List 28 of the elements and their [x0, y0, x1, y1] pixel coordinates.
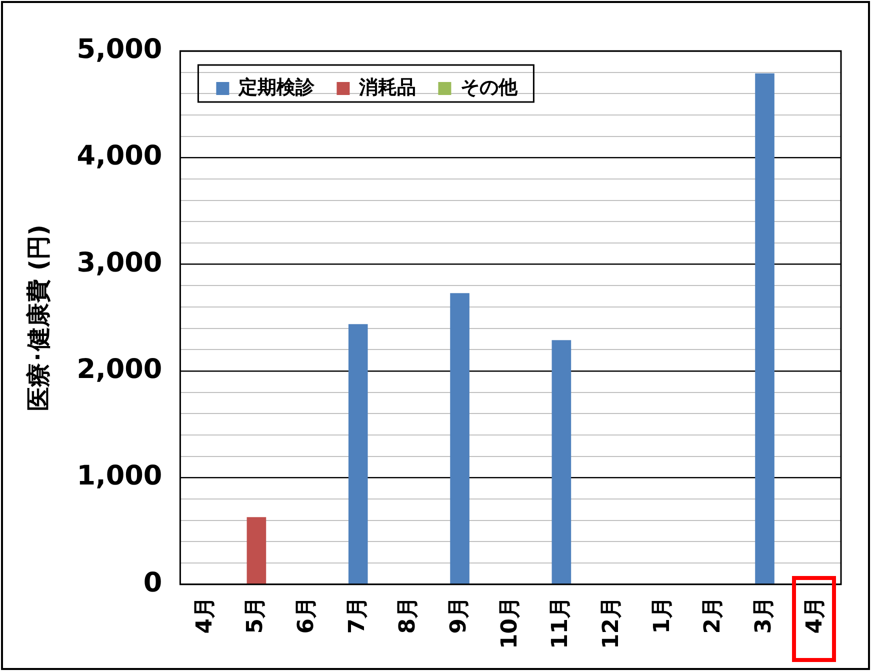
- y-axis-title: 医療･健康費 (円): [24, 224, 53, 411]
- x-tick-label: 10月: [497, 596, 522, 650]
- x-tick-label: 6月: [294, 596, 319, 634]
- x-tick-label: 2月: [700, 596, 726, 634]
- x-tick-label: 9月: [446, 596, 472, 634]
- x-tick-label: 1月: [650, 596, 675, 634]
- y-tick-label: 0: [143, 567, 162, 598]
- x-tick-label: 3月: [751, 596, 776, 634]
- x-tick-label: 7月: [344, 596, 370, 634]
- bar: [552, 340, 572, 584]
- bar: [755, 73, 774, 584]
- x-tick-label: 11月: [548, 596, 574, 650]
- y-tick-label: 3,000: [76, 247, 162, 278]
- x-tick-label: 8月: [396, 596, 421, 634]
- y-tick-label: 5,000: [76, 34, 162, 66]
- bar: [348, 324, 368, 584]
- legend-label: その他: [460, 76, 519, 98]
- y-tick-label: 1,000: [76, 460, 162, 492]
- legend-label: 定期検診: [238, 76, 316, 98]
- bar: [450, 293, 470, 584]
- legend-label: 消耗品: [358, 76, 416, 98]
- x-tick-label: 4月: [802, 596, 828, 634]
- bar: [246, 517, 266, 584]
- x-tick-label: 4月: [192, 596, 218, 634]
- y-tick-label: 2,000: [76, 354, 162, 386]
- y-tick-label: 4,000: [76, 140, 162, 172]
- x-tick-label: 5月: [243, 596, 268, 634]
- x-tick-label: 12月: [598, 596, 624, 650]
